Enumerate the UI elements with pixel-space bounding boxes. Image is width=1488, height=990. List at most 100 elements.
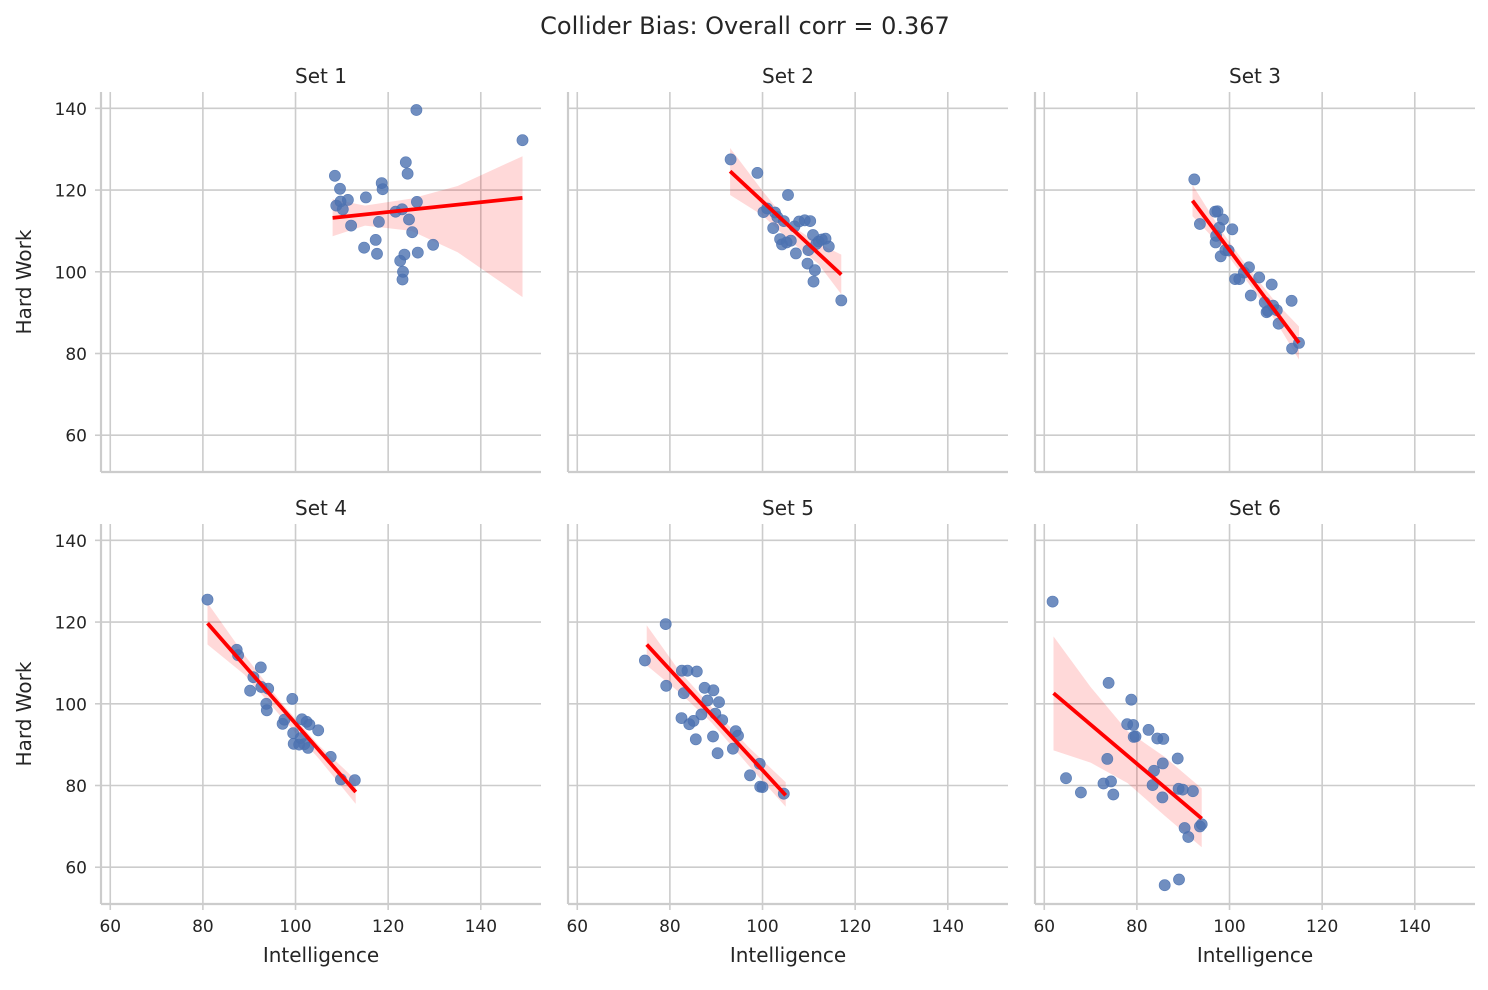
x-tick-label: 60 xyxy=(566,917,588,937)
panel-title: Set 5 xyxy=(762,496,814,520)
scatter-point xyxy=(1156,757,1169,770)
scatter-point xyxy=(784,234,797,247)
scatter-point xyxy=(359,191,372,204)
scatter-point xyxy=(809,264,821,277)
scatter-point xyxy=(399,156,412,169)
scatter-point xyxy=(1176,783,1189,796)
y-tick-label: 120 xyxy=(55,614,87,634)
y-tick-label: 140 xyxy=(55,100,87,120)
scatter-point xyxy=(1060,772,1072,785)
panel-title: Set 6 xyxy=(1229,496,1281,520)
facet-panels: Set 1 60 80 100 120 140 Hard Work Set 2 Set 3 Set… xyxy=(12,64,1475,967)
scatter-point xyxy=(1187,785,1199,798)
panel-title: Set 3 xyxy=(1229,64,1281,88)
y-tick-label: 80 xyxy=(65,345,87,365)
scatter-point xyxy=(1158,879,1171,892)
regression-line xyxy=(206,622,358,794)
scatter-point xyxy=(1173,873,1185,886)
scatter-point xyxy=(372,215,385,228)
scatter-point xyxy=(822,240,835,253)
scatter-point xyxy=(675,712,688,724)
scatter-point xyxy=(406,226,419,239)
scatter-point xyxy=(516,134,529,147)
scatter-point xyxy=(1127,719,1140,731)
scatter-point xyxy=(807,275,820,288)
scatter-point xyxy=(724,153,737,166)
scatter-point xyxy=(711,747,724,760)
scatter-point xyxy=(411,246,424,259)
scatter-point xyxy=(790,247,802,260)
scatter-point xyxy=(1195,818,1208,831)
scatter-point xyxy=(302,742,314,754)
scatter-point xyxy=(348,774,361,787)
x-tick-label: 140 xyxy=(932,917,964,937)
x-tick-label: 80 xyxy=(1126,917,1148,937)
y-tick-label: 60 xyxy=(65,859,87,879)
y-tick-label: 100 xyxy=(55,263,87,283)
scatter-point xyxy=(1046,595,1059,608)
x-tick-label: 100 xyxy=(746,917,778,937)
scatter-point xyxy=(801,257,814,270)
scatter-point xyxy=(782,189,794,201)
regression-line xyxy=(645,643,788,797)
x-axis-label: Intelligence xyxy=(263,943,379,967)
scatter-point xyxy=(701,694,714,707)
x-axis-label: Intelligence xyxy=(1197,943,1313,967)
scatter-point xyxy=(687,715,700,727)
y-tick-label: 60 xyxy=(65,427,87,447)
scatter-point xyxy=(369,233,382,246)
x-tick-label: 120 xyxy=(839,917,871,937)
scatter-point xyxy=(659,618,672,630)
scatter-point xyxy=(1142,724,1155,736)
scatter-point xyxy=(1105,775,1117,788)
scatter-point xyxy=(358,241,370,254)
scatter-point xyxy=(397,265,409,278)
scatter-point xyxy=(804,215,817,227)
x-axis-label: Intelligence xyxy=(730,943,846,967)
scatter-point xyxy=(312,724,325,737)
scatter-point xyxy=(1211,205,1224,218)
scatter-point xyxy=(756,781,769,793)
scatter-point xyxy=(695,708,708,721)
scatter-point xyxy=(1102,677,1115,689)
scatter-point xyxy=(201,593,214,606)
regression-line xyxy=(1190,199,1301,345)
scatter-point xyxy=(727,742,739,755)
scatter-point xyxy=(376,183,389,196)
scatter-point xyxy=(303,718,316,731)
x-tick-label: 120 xyxy=(1306,917,1338,937)
scatter-point xyxy=(427,238,439,251)
scatter-point xyxy=(1075,786,1087,799)
scatter-point xyxy=(1157,733,1170,745)
scatter-point xyxy=(767,222,780,234)
scatter-point xyxy=(1217,213,1229,226)
y-tick-label: 100 xyxy=(55,695,87,715)
panel-title: Set 4 xyxy=(295,496,347,520)
x-tick-label: 120 xyxy=(372,917,404,937)
scatter-point xyxy=(334,182,346,195)
regression-line xyxy=(728,169,843,277)
scatter-point xyxy=(1156,791,1169,804)
x-tick-label: 140 xyxy=(465,917,497,937)
scatter-point xyxy=(345,219,357,232)
scatter-point xyxy=(244,684,256,697)
x-tick-label: 80 xyxy=(659,917,681,937)
scatter-point xyxy=(410,104,423,116)
scatter-point xyxy=(1125,693,1138,706)
confidence-band xyxy=(207,602,356,804)
scatter-point xyxy=(410,195,423,208)
scatter-point xyxy=(713,696,725,709)
scatter-point xyxy=(1171,752,1184,765)
scatter-point xyxy=(403,213,415,226)
scatter-point xyxy=(639,654,651,667)
x-tick-label: 60 xyxy=(1033,917,1055,937)
scatter-point xyxy=(1265,278,1278,291)
scatter-point xyxy=(1285,294,1298,307)
panel-title: Set 1 xyxy=(295,64,347,88)
facet-panel: Set 1 60 80 100 120 140 Hard Work xyxy=(12,64,541,474)
scatter-point xyxy=(1188,173,1201,186)
scatter-point xyxy=(1101,753,1114,765)
facet-panel: Set 4 60 80 100 120 140 Hard Work 60 80 100 120 140… xyxy=(12,496,541,967)
